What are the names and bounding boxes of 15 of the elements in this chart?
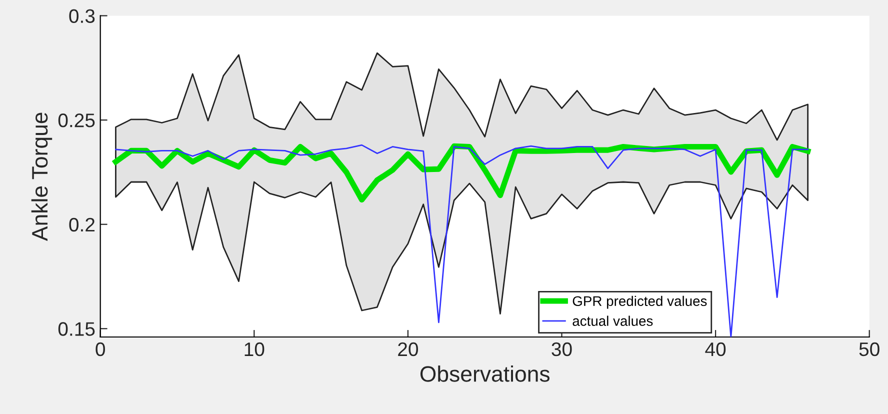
x-tick-label: 30: [552, 342, 572, 356]
legend-label: actual values: [572, 316, 653, 326]
line-series: [115, 144, 809, 337]
x-tick-label: 50: [859, 342, 880, 356]
y-axis-title: Ankle Torque: [31, 112, 52, 241]
x-tick-label: 10: [244, 342, 264, 356]
x-tick-label: 40: [705, 342, 726, 356]
y-tick-label: 0.15: [58, 322, 95, 336]
x-axis-title: Observations: [420, 366, 550, 382]
legend-label: GPR predicted values: [572, 296, 707, 309]
x-tick-label: 0: [96, 342, 105, 356]
y-tick-label: 0.2: [69, 218, 95, 232]
y-tick-label: 0.25: [58, 114, 95, 128]
y-tick-label: 0.3: [69, 9, 95, 23]
x-tick-label: 20: [398, 342, 418, 356]
